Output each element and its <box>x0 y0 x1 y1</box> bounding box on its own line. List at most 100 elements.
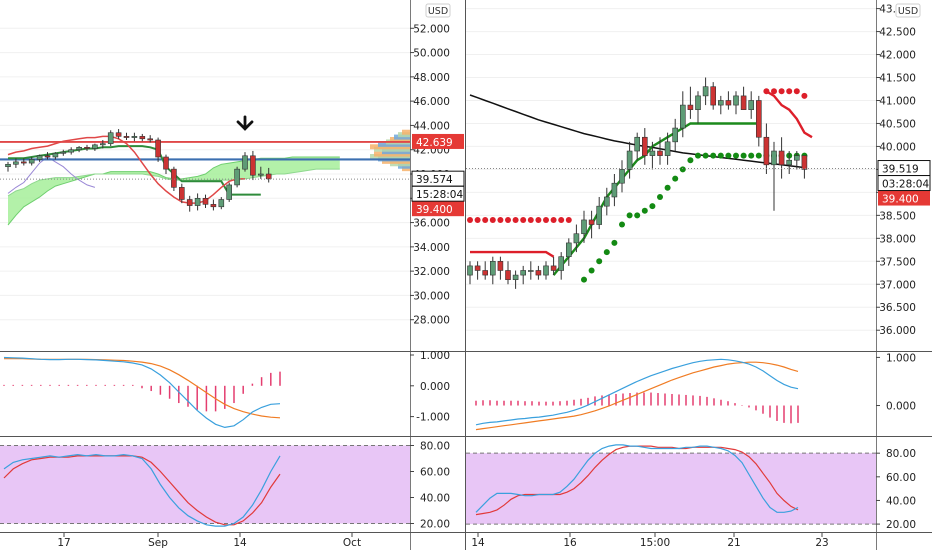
candle-body <box>702 86 709 97</box>
psar-dot <box>474 216 481 223</box>
volume-profile-bar <box>402 129 410 135</box>
candle-body <box>679 104 686 129</box>
y-tick-label: 41.000 <box>879 95 916 107</box>
candle-body <box>786 159 793 166</box>
candle-body <box>52 153 59 158</box>
countdown-label-bg <box>412 186 464 202</box>
psar-dot <box>550 216 557 223</box>
candle-body <box>139 136 146 140</box>
candle-body <box>467 265 473 276</box>
candle-body <box>28 159 35 164</box>
y-tick-label: 60.00 <box>420 467 450 479</box>
psar-dot <box>565 216 572 223</box>
candle-body <box>603 196 610 207</box>
candle-body <box>740 95 747 110</box>
low-price-label: 39.400 <box>416 204 453 216</box>
low-price-label-bg <box>878 190 930 206</box>
candle-body <box>242 155 248 170</box>
y-tick-label: 46.000 <box>413 96 450 108</box>
candle-body <box>725 100 732 106</box>
psar-dot <box>710 152 717 159</box>
candle-body <box>611 182 618 198</box>
candle-body <box>482 270 489 276</box>
y-tick-label: 36.000 <box>879 325 916 337</box>
currency-badge <box>425 3 451 18</box>
stochastic-k-line <box>475 444 799 513</box>
x-tick-label: 16 <box>563 537 577 549</box>
resistance-price-label-bg <box>412 133 464 149</box>
candle-body <box>84 146 90 149</box>
psar-dot <box>649 203 656 210</box>
y-tick-label: 32.000 <box>413 266 450 278</box>
psar-dot <box>619 221 625 228</box>
psar-dot <box>786 88 793 95</box>
psar-dot <box>603 249 610 256</box>
candle-body <box>179 187 185 200</box>
y-tick-label: 48.000 <box>413 72 450 84</box>
candle-body <box>626 150 633 170</box>
psar-dot <box>588 267 595 274</box>
candle-body <box>793 155 800 161</box>
candle-body <box>512 274 519 280</box>
psar-dot <box>634 212 641 219</box>
psar-dot <box>664 184 671 191</box>
psar-dot <box>611 239 618 246</box>
psar-dot <box>763 88 770 95</box>
candle-body <box>672 127 679 143</box>
candle-body <box>489 260 496 276</box>
stochastic-band <box>0 445 410 524</box>
psar-dot <box>740 152 747 159</box>
y-tick-label: 20.00 <box>886 519 916 531</box>
psar-dot <box>581 276 587 283</box>
candle-body <box>155 139 161 158</box>
y-tick-label: 80.00 <box>420 441 450 453</box>
y-tick-label: 41.500 <box>879 73 916 85</box>
y-tick-label: 28.000 <box>413 315 450 327</box>
currency-label: USD <box>898 6 918 17</box>
y-tick-label: 52.000 <box>413 23 450 35</box>
psar-dot <box>520 216 527 223</box>
y-tick-label: 38.000 <box>879 233 916 245</box>
countdown-box <box>411 185 465 202</box>
x-tick-label: 23 <box>815 537 828 549</box>
candle-body <box>565 242 572 258</box>
y-tick-label: 40.00 <box>886 495 916 507</box>
supertrend-up-line <box>552 122 759 276</box>
y-tick-label: 1.000 <box>420 350 450 362</box>
right-price-pane: 36.00036.50037.00037.50038.00038.50039.0… <box>466 3 931 337</box>
candle-body <box>497 260 504 271</box>
ichimoku-cloud <box>8 157 340 225</box>
candle-body <box>695 95 701 110</box>
y-tick-label: 0.000 <box>886 401 916 413</box>
kijun-sen <box>8 145 261 196</box>
candle-body <box>123 136 130 138</box>
candle-body <box>755 100 762 138</box>
psar-dot <box>801 92 808 99</box>
candle-body <box>44 155 51 158</box>
psar-dot <box>778 88 785 95</box>
candle-body <box>107 132 114 144</box>
candle-body <box>474 265 481 271</box>
candle-body <box>250 155 256 176</box>
candle-body <box>771 150 777 166</box>
candle-body <box>535 270 542 276</box>
supertrend-down-line <box>765 90 813 139</box>
candle-body <box>505 270 511 280</box>
psar-dot <box>558 216 565 223</box>
y-tick-label: 37.500 <box>879 256 916 268</box>
x-tick-label: 21 <box>727 537 740 549</box>
psar-dot <box>733 152 739 159</box>
last-price-label-bg <box>412 171 464 187</box>
psar-dot <box>467 216 473 223</box>
psar-dot <box>725 152 732 159</box>
psar-dot <box>535 216 542 223</box>
psar-dot <box>793 88 800 95</box>
last-price-label-bg <box>878 160 930 176</box>
left-stochastic-pane: 80.00 60.00 40.00 20.00 <box>0 441 450 531</box>
x-tick-label: Oct <box>343 537 361 549</box>
candle-body <box>634 136 641 152</box>
currency-badge <box>895 3 921 18</box>
y-tick-label: 40.500 <box>879 118 916 130</box>
y-tick-label: 36.500 <box>879 302 916 314</box>
countdown-label: 15:28:04 <box>416 189 463 201</box>
